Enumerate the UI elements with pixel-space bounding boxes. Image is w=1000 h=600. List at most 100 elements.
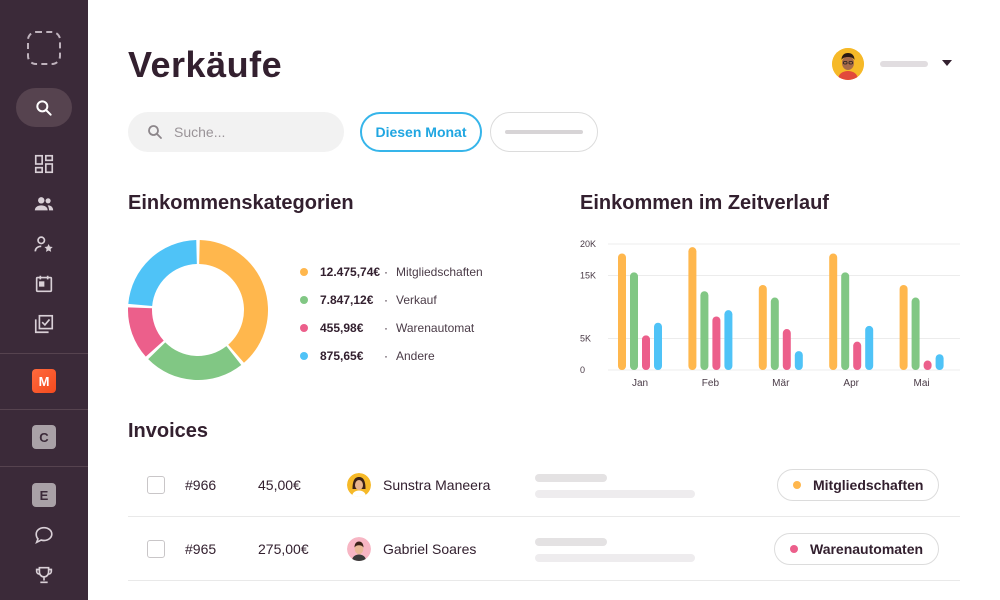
sidebar-item-trophy[interactable] [32,563,56,587]
bar-mai-verkauf [911,297,920,370]
legend-label: Mitgliedschaften [396,265,483,279]
x-tick-label: Jan [632,378,648,389]
legend-value: 12.475,74€ [320,265,381,279]
sidebar-item-dashboard[interactable] [32,152,56,176]
invoice-amount: 45,00€ [258,477,301,493]
invoice-number: #965 [185,541,217,557]
bar-mär-andere [794,351,803,370]
bar-feb-mitgliedschaften [688,247,697,370]
user-menu[interactable] [832,48,962,80]
workspace-m-badge[interactable]: M [32,369,56,393]
sidebar-item-users[interactable] [32,192,56,216]
search-box[interactable] [128,112,344,152]
legend-label: Warenautomat [396,321,475,335]
user-avatar-icon [832,48,864,80]
sidebar-item-chat[interactable] [32,523,56,547]
bar-mär-warenautomat [782,329,791,370]
invoice-amount: 275,00€ [258,541,309,557]
user-name-placeholder [880,61,928,67]
legend-separator: · [384,293,388,307]
search-icon [148,125,162,139]
legend-item-sales: 7.847,12€ · Verkauf [300,286,483,314]
page-title: Verkäufe [128,44,283,85]
tag-dot [790,545,798,553]
avatar[interactable] [832,48,864,80]
bar-mai-andere [935,354,944,370]
bar-apr-andere [865,325,874,370]
bar-feb-verkauf [700,291,709,370]
bar-jan-verkauf [630,272,638,370]
row-checkbox[interactable] [147,540,165,558]
secondary-filter-button[interactable] [490,112,598,152]
sidebar-item-members[interactable] [32,232,56,256]
text-placeholder [535,474,607,482]
row-checkbox[interactable] [147,476,165,494]
bar-mai-warenautomat [923,360,932,370]
text-placeholder [535,538,607,546]
search-input[interactable] [174,124,324,140]
trophy-icon [35,566,53,584]
donut-slice-verkauf [148,342,242,380]
bar-mär-mitgliedschaften [758,284,767,370]
y-tick-label: 20K [580,239,596,249]
income-legend: 12.475,74€ · Mitgliedschaften 7.847,12€ … [300,258,483,370]
category-tag[interactable]: Mitgliedschaften [777,469,940,501]
table-row[interactable]: #966 45,00€ Sunstra Maneera Mitgliedscha… [128,453,960,517]
income-over-time-chart: 0 5K 15K 20K Jan Feb Mär Apr Mai [580,239,960,389]
bar-jan-warenautomat [642,335,650,370]
x-tick-label: Mär [772,378,790,389]
customer-avatar-icon [347,537,371,561]
donut-slice-mitgliedschaften [199,240,268,363]
legend-value: 455,98€ [320,321,364,335]
sidebar-divider [0,466,88,467]
sidebar-divider [0,409,88,410]
x-tick-label: Feb [702,378,720,389]
text-placeholder [535,554,695,562]
avatar [347,537,371,561]
user-star-icon [34,236,53,252]
customer-name: Sunstra Maneera [383,477,491,493]
bar-apr-warenautomat [853,341,862,370]
invoice-number: #966 [185,477,217,493]
legend-item-vending: 455,98€ · Warenautomat [300,314,483,342]
income-donut-chart [128,240,268,380]
y-tick-label: 15K [580,271,596,281]
legend-dot [300,296,308,304]
users-icon [34,197,54,211]
legend-separator: · [384,349,388,363]
legend-label: Verkauf [396,293,437,307]
tag-label: Warenautomaten [810,541,924,557]
filter-placeholder [505,130,583,134]
y-tick-label: 5K [580,334,591,344]
legend-separator: · [384,321,388,335]
income-over-time-title: Einkommen im Zeitverlauf [580,192,829,214]
chevron-down-icon[interactable] [942,60,952,66]
sidebar-item-calendar[interactable] [32,272,56,296]
bar-apr-verkauf [841,272,850,370]
logo-placeholder[interactable] [27,31,61,65]
customer-avatar-icon [347,473,371,497]
bar-jan-mitgliedschaften [618,253,626,370]
legend-dot [300,268,308,276]
customer-name: Gabriel Soares [383,541,477,557]
category-tag[interactable]: Warenautomaten [774,533,940,565]
sidebar-item-tasks[interactable] [32,312,56,336]
legend-dot [300,352,308,360]
legend-item-memberships: 12.475,74€ · Mitgliedschaften [300,258,483,286]
bar-apr-mitgliedschaften [829,253,838,370]
this-month-filter-button[interactable]: Diesen Monat [360,112,482,152]
legend-value: 7.847,12€ [320,293,374,307]
sidebar-search-button[interactable] [16,88,72,127]
workspace-c-badge[interactable]: C [32,425,56,449]
workspace-e-badge[interactable]: E [32,483,56,507]
bar-feb-warenautomat [712,316,721,370]
x-tick-label: Apr [843,378,859,389]
table-row[interactable]: #965 275,00€ Gabriel Soares Warenautomat… [128,517,960,581]
tag-dot [793,481,801,489]
bar-feb-andere [724,310,733,370]
calendar-icon [35,275,53,293]
y-tick-label: 0 [580,365,585,375]
checklist-icon [34,314,54,334]
legend-value: 875,65€ [320,349,364,363]
x-tick-label: Mai [914,378,930,389]
